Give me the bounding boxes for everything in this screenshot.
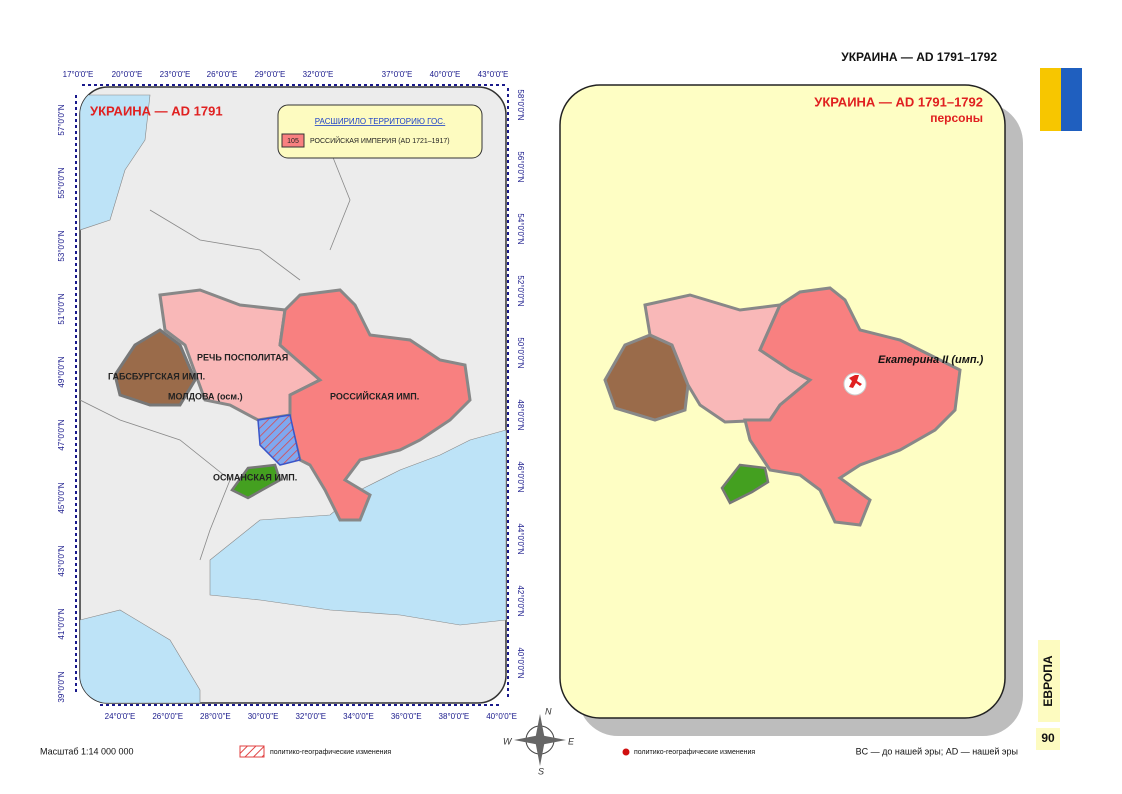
flag xyxy=(1040,68,1082,131)
coordinate-label: 43°0'0"N xyxy=(57,545,66,576)
compass: N E S W xyxy=(503,706,575,776)
left-map-title: УКРАИНА — AD 1791 xyxy=(90,103,223,118)
coordinate-label: 53°0'0"N xyxy=(57,230,66,261)
legend-changes: политико-географические изменения xyxy=(270,749,391,756)
coordinate-label: 23°0'0"E xyxy=(160,70,191,79)
map-legend: РАСШИРИЛО ТЕРРИТОРИЮ ГОС. 105 РОССИЙСКАЯ… xyxy=(277,104,483,159)
coordinate-label: 52°0'0"N xyxy=(516,275,525,306)
coordinate-label: 34°0'0"E xyxy=(343,712,374,721)
coordinate-label: 40°0'0"E xyxy=(486,712,517,721)
coordinate-label: 55°0'0"N xyxy=(57,167,66,198)
coordinate-label: 49°0'0"N xyxy=(57,356,66,387)
legend-label: РОССИЙСКАЯ ИМПЕРИЯ (AD 1721–1917) xyxy=(310,136,450,145)
legend-points: политико-географические изменения xyxy=(634,749,755,756)
person-label: Екатерина II (имп.) xyxy=(878,354,984,366)
compass-letter: W xyxy=(503,736,513,746)
legend-code: 105 xyxy=(287,138,299,145)
left-map: УКРАИНА — AD 1791 РАСШИРИЛО ТЕРРИТОРИЮ Г… xyxy=(57,70,525,721)
coordinate-label: 20°0'0"E xyxy=(112,70,143,79)
coordinate-label: 28°0'0"E xyxy=(200,712,231,721)
coordinate-label: 51°0'0"N xyxy=(57,293,66,324)
page-tab xyxy=(1036,728,1060,750)
coordinate-label: 40°0'0"E xyxy=(430,70,461,79)
coordinate-label: 24°0'0"E xyxy=(105,712,136,721)
era-note: BC — до нашей эры; AD — нашей эры xyxy=(856,746,1018,756)
legend-heading: РАСШИРИЛО ТЕРРИТОРИЮ ГОС. xyxy=(315,117,446,126)
scale-note: Масштаб 1:14 000 000 xyxy=(40,746,134,756)
legend-swatch xyxy=(239,745,265,758)
right-map-subtitle: персоны xyxy=(930,111,983,125)
coordinate-label: 39°0'0"N xyxy=(57,671,66,702)
coordinate-label: 40°0'0"N xyxy=(516,647,525,678)
coordinate-label: 54°0'0"N xyxy=(516,213,525,244)
right-map: УКРАИНА — AD 1791–1792 персоны Екатерина… xyxy=(559,84,1023,736)
coordinate-label: 17°0'0"E xyxy=(63,70,94,79)
coordinate-label: 47°0'0"N xyxy=(57,419,66,450)
coordinate-label: 56°0'0"N xyxy=(516,151,525,182)
page-number: 90 xyxy=(1041,731,1055,745)
coordinate-label: 26°0'0"E xyxy=(207,70,238,79)
compass-letter: N xyxy=(545,706,552,716)
coordinate-label: 38°0'0"E xyxy=(439,712,470,721)
page-title: УКРАИНА — AD 1791–1792 xyxy=(841,50,997,64)
section-label: ЕВРОПА xyxy=(1041,655,1055,706)
region-label: ОСМАНСКАЯ ИМП. xyxy=(213,472,297,482)
coordinate-label: 26°0'0"E xyxy=(152,712,183,721)
coordinate-label: 45°0'0"N xyxy=(57,482,66,513)
coordinate-label: 42°0'0"N xyxy=(516,585,525,616)
coordinate-label: 30°0'0"E xyxy=(248,712,279,721)
region-label: РОССИЙСКАЯ ИМП. xyxy=(330,390,419,401)
coordinate-label: 44°0'0"N xyxy=(516,523,525,554)
coordinate-label: 29°0'0"E xyxy=(255,70,286,79)
region-label: РЕЧЬ ПОСПОЛИТАЯ xyxy=(197,352,288,362)
coordinate-label: 50°0'0"N xyxy=(516,337,525,368)
coordinate-label: 43°0'0"E xyxy=(478,70,509,79)
coordinate-label: 32°0'0"E xyxy=(303,70,334,79)
coordinate-label: 41°0'0"N xyxy=(57,608,66,639)
region-label: ГАБСБУРГСКАЯ ИМП. xyxy=(108,371,205,381)
coordinate-label: 46°0'0"N xyxy=(516,461,525,492)
right-map-title: УКРАИНА — AD 1791–1792 xyxy=(814,94,983,109)
coordinate-label: 36°0'0"E xyxy=(391,712,422,721)
coordinate-label: 48°0'0"N xyxy=(516,399,525,430)
coordinate-label: 32°0'0"E xyxy=(295,712,326,721)
coordinate-label: 58°0'0"N xyxy=(516,89,525,120)
coordinate-label: 57°0'0"N xyxy=(57,104,66,135)
compass-letter: S xyxy=(538,766,544,776)
region-label: МОЛДОВА (осм.) xyxy=(168,391,243,401)
compass-letter: E xyxy=(568,736,575,746)
section-tab xyxy=(1038,640,1060,722)
coordinate-label: 37°0'0"E xyxy=(382,70,413,79)
legend-dot xyxy=(622,748,630,756)
